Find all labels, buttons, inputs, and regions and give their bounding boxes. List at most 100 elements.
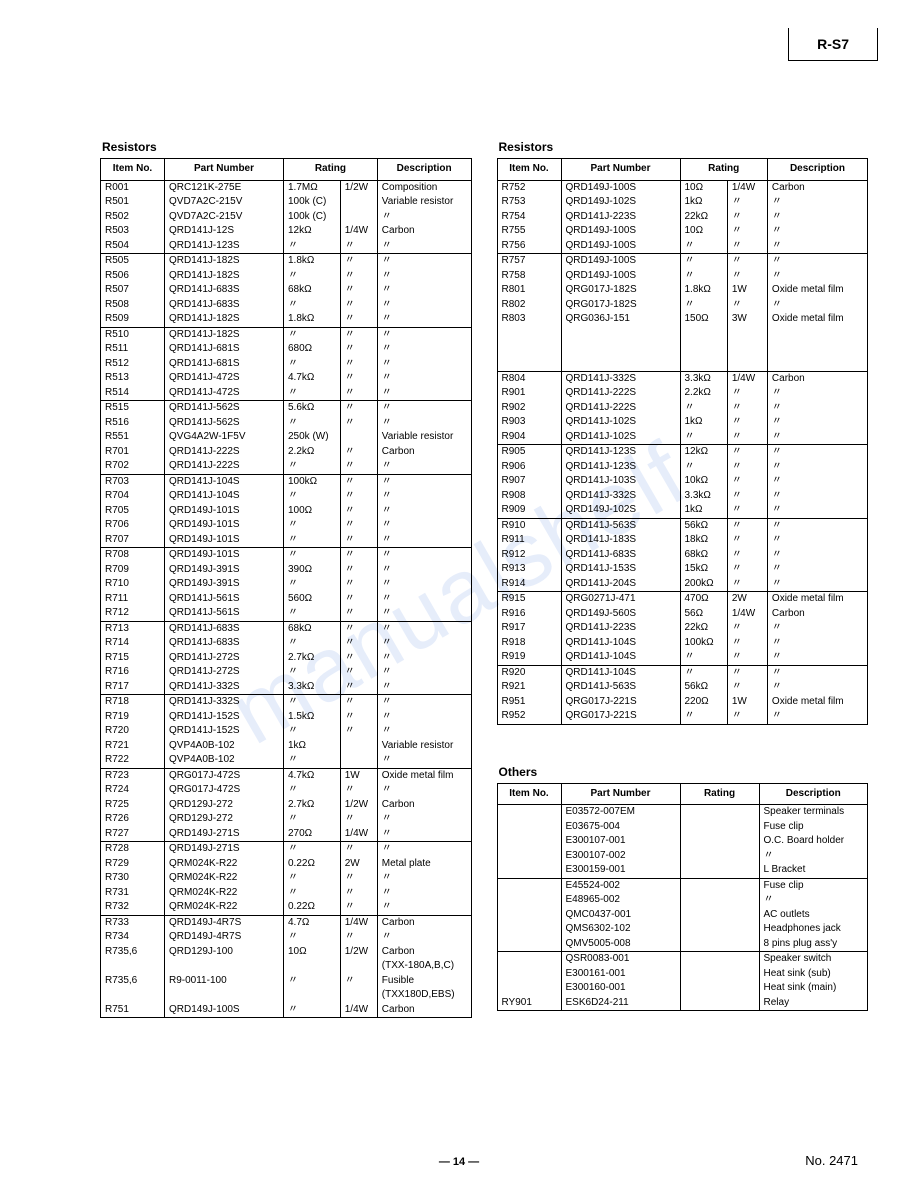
cell-r1: 〃 [284,886,341,901]
cell-r2: 〃 [340,239,377,254]
cell-p: QRD149J-4R7S [165,930,284,945]
cell-p: QRD141J-183S [561,533,680,548]
cell-p: QRG017J-182S [561,298,680,313]
table-row: R724QRG017J-472S〃〃〃 [101,783,472,798]
cell-r2: 1/4W [727,607,767,622]
cell-i: R755 [497,224,561,239]
table-row: R916QRD149J-560S56Ω1/4WCarbon [497,607,868,622]
cell-d: 〃 [767,503,867,518]
table-row: R915QRG0271J-471470Ω2WOxide metal film [497,592,868,607]
cell-p: QRD149J-100S [561,269,680,284]
cell-p: QRG017J-472S [165,768,284,783]
cell-d: Variable resistor [377,430,471,445]
cell-r1: 10Ω [284,945,341,960]
cell-p: QRD141J-104S [561,665,680,680]
cell-p: QRD141J-152S [165,710,284,725]
table-row: R902QRD141J-222S〃〃〃 [497,401,868,416]
others-table: Item No. Part Number Rating Description … [497,783,869,1012]
cell-d: L Bracket [759,863,868,878]
cell-r2: 〃 [727,665,767,680]
table-row: R709QRD149J-391S390Ω〃〃 [101,563,472,578]
table-row: R703QRD141J-104S100kΩ〃〃 [101,474,472,489]
cell-i: R757 [497,254,561,269]
cell-p: QRD141J-104S [165,474,284,489]
cell-p: QRD141J-102S [561,430,680,445]
cell-p: QRD141J-332S [561,371,680,386]
cell-r2: 1/4W [727,180,767,195]
cell-r2: 〃 [727,621,767,636]
cell-i: R714 [101,636,165,651]
cell-p: QRM024K-R22 [165,857,284,872]
cell-p [165,959,284,974]
cell-p: QRD141J-683S [561,548,680,563]
cell-d: 〃 [377,327,471,342]
cell-p: QRD141J-123S [561,460,680,475]
cell-r2: 〃 [340,636,377,651]
cell-r2: 〃 [727,636,767,651]
cell-r1: 1.8kΩ [284,312,341,327]
cell-i: R710 [101,577,165,592]
cell-d: 〃 [377,680,471,695]
cell-r2 [340,430,377,445]
cell-i: R921 [497,680,561,695]
cell-r1: 0.22Ω [284,857,341,872]
resistors-table-right: Item No. Part Number Rating Description … [497,158,869,725]
cell-p: QRD141J-561S [165,592,284,607]
cell-r1: 68kΩ [284,283,341,298]
cell-d: 〃 [377,871,471,886]
cell-r1: 〃 [284,871,341,886]
table-row: R720QRD141J-152S〃〃〃 [101,724,472,739]
cell-r1: 18kΩ [680,533,727,548]
cell-r2: 〃 [727,503,767,518]
cell-d: 〃 [377,621,471,636]
cell-d: 〃 [377,592,471,607]
cell-r1: 〃 [284,812,341,827]
th-desc: Description [759,783,868,805]
resistors-title-left: Resistors [102,140,472,154]
table-row: R907QRD141J-103S10kΩ〃〃 [497,474,868,489]
cell-r2: 〃 [340,504,377,519]
cell-i: R506 [101,269,165,284]
cell-i: R706 [101,518,165,533]
cell-r1: 2.7kΩ [284,798,341,813]
cell-p: QRG017J-182S [561,283,680,298]
cell-d: Variable resistor [377,195,471,210]
cell-i: R704 [101,489,165,504]
table-row: R903QRD141J-102S1kΩ〃〃 [497,415,868,430]
cell-i: RY901 [497,996,561,1011]
cell-p: QVD7A2C-215V [165,195,284,210]
cell-r1: 〃 [284,577,341,592]
cell-d: 〃 [759,893,868,908]
cell-r2: 2W [727,592,767,607]
cell-d: 〃 [377,312,471,327]
cell-d: Speaker terminals [759,805,868,820]
cell-i: R719 [101,710,165,725]
table-row: R952QRG017J-221S〃〃〃 [497,709,868,724]
cell-i: R722 [101,753,165,768]
table-row: R723QRG017J-472S4.7kΩ1WOxide metal film [101,768,472,783]
cell-p: QRD141J-681S [165,357,284,372]
cell-i [101,988,165,1003]
cell-d: 〃 [377,930,471,945]
cell-r [680,805,759,820]
cell-i: R505 [101,254,165,269]
cell-d: 〃 [377,371,471,386]
table-row: R909QRD149J-102S1kΩ〃〃 [497,503,868,518]
table-row: R911QRD141J-183S18kΩ〃〃 [497,533,868,548]
table-row: R507QRD141J-683S68kΩ〃〃 [101,283,472,298]
cell-d: Oxide metal film [767,312,867,327]
cell-d: 〃 [377,724,471,739]
cell-i: R712 [101,606,165,621]
cell-p: QRD141J-332S [165,680,284,695]
cell-p: QRD149J-560S [561,607,680,622]
cell-r2: 〃 [340,695,377,710]
cell-r1: 2.7kΩ [284,651,341,666]
cell-r1: 2.2kΩ [284,445,341,460]
cell-i: R920 [497,665,561,680]
cell-i: R752 [497,180,561,195]
cell-d: 〃 [767,577,867,592]
table-row: R755QRD149J-100S10Ω〃〃 [497,224,868,239]
cell-p: E03675-004 [561,820,680,835]
cell-p: QMS6302-102 [561,922,680,937]
cell-p: QRD141J-123S [165,239,284,254]
